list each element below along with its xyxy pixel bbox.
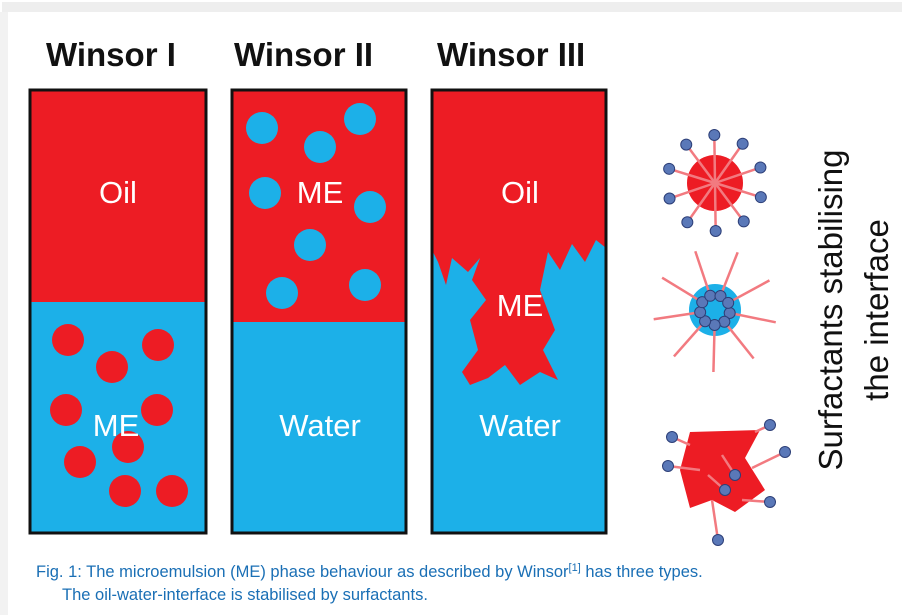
droplet: [344, 103, 376, 135]
droplet: [141, 394, 173, 426]
droplet: [246, 112, 278, 144]
surfactant-tail: [686, 145, 717, 184]
surfactant-tail: [728, 311, 777, 324]
phase-label: ME: [93, 408, 140, 443]
surfactant-tail: [673, 319, 707, 358]
surfactant-head: [680, 138, 693, 151]
surfactant-tail: [713, 144, 743, 184]
me-fragment: [680, 430, 765, 512]
surfactant-head: [754, 191, 767, 204]
surfactant-head: [779, 446, 791, 458]
droplet: [50, 394, 82, 426]
caption-reference: [1]: [569, 562, 581, 574]
surfactant-head: [666, 431, 678, 443]
panel-title: Winsor II: [234, 36, 373, 73]
surfactant-head: [699, 315, 712, 328]
top-border: [2, 2, 902, 12]
caption-text: Fig. 1: The microemulsion (ME) phase beh…: [36, 563, 569, 581]
water-phase: [232, 322, 406, 533]
surfactant-tail: [714, 166, 759, 185]
surfactant-head: [764, 419, 776, 431]
surfactant-head: [764, 496, 776, 508]
surfactant-head: [712, 534, 724, 546]
droplet: [249, 177, 281, 209]
phase-label: Water: [479, 408, 561, 443]
tube: [28, 88, 208, 535]
surfactant-tail: [661, 276, 704, 304]
surfactant-tail: [712, 323, 716, 373]
panel-title: Winsor III: [437, 36, 585, 73]
surfactant-tail: [710, 499, 720, 541]
droplet: [294, 229, 326, 261]
surfactant-tail: [722, 320, 755, 360]
droplet: [266, 277, 298, 309]
surfactant-tail: [670, 168, 716, 185]
caption: The oil-water-interface is stabilised by…: [62, 586, 428, 604]
oil-phase: [30, 90, 206, 302]
surfactant-head: [696, 296, 709, 309]
droplet: [96, 351, 128, 383]
droplet: [304, 131, 336, 163]
surfactant-tail: [713, 136, 717, 184]
droplet: [64, 446, 96, 478]
tube: [230, 88, 408, 535]
surfactant-head: [736, 137, 749, 150]
droplet: [109, 475, 141, 507]
surfactant-tail: [718, 251, 739, 298]
surfactant-head: [681, 216, 694, 229]
oil-and-me-phase: [432, 90, 606, 385]
surfactant-tail: [726, 279, 771, 305]
phase-label: Oil: [99, 175, 137, 210]
tube: [430, 88, 608, 535]
surfactant-tail: [671, 181, 716, 200]
surfactant-tail: [687, 182, 717, 222]
side-label: the interface: [858, 219, 895, 401]
phase-label: ME: [497, 288, 544, 323]
surfactant-head: [662, 460, 674, 472]
surfactant-head: [663, 192, 676, 205]
surfactant-head: [663, 162, 676, 175]
panel-winsor-3: [430, 88, 608, 535]
side-label: Surfactants stabilising: [812, 150, 849, 471]
surfactant-tail: [653, 310, 702, 321]
surfactant-tail: [751, 450, 786, 470]
droplet: [142, 329, 174, 361]
surfactant-head: [729, 469, 741, 481]
surfactant-tail: [713, 182, 744, 221]
phase-label: Oil: [501, 175, 539, 210]
surfactant-head: [737, 215, 750, 228]
droplet: [52, 324, 84, 356]
phase-label: ME: [297, 175, 344, 210]
surfactant-head: [754, 161, 767, 174]
caption-text: has three types.: [581, 563, 703, 581]
droplet: [354, 191, 386, 223]
panel-title: Winsor I: [46, 36, 176, 73]
surfactant-head: [719, 484, 731, 496]
panel-winsor-1: [28, 88, 208, 535]
caption: Fig. 1: The microemulsion (ME) phase beh…: [36, 562, 703, 581]
surfactant-head: [704, 289, 717, 302]
surfactant-head: [714, 290, 727, 303]
phase-label: Water: [279, 408, 361, 443]
surfactant-head: [722, 296, 735, 309]
surfactant-tail: [694, 250, 712, 298]
droplet: [112, 431, 144, 463]
droplet: [349, 269, 381, 301]
surfactant-tail: [713, 182, 717, 230]
surfactant-head: [694, 306, 707, 319]
left-border: [0, 12, 8, 615]
droplet: [156, 475, 188, 507]
panel-winsor-2: [230, 88, 408, 535]
surfactant-head: [709, 224, 722, 237]
surfactant-tail: [714, 181, 760, 198]
surfactant-head: [708, 129, 721, 142]
